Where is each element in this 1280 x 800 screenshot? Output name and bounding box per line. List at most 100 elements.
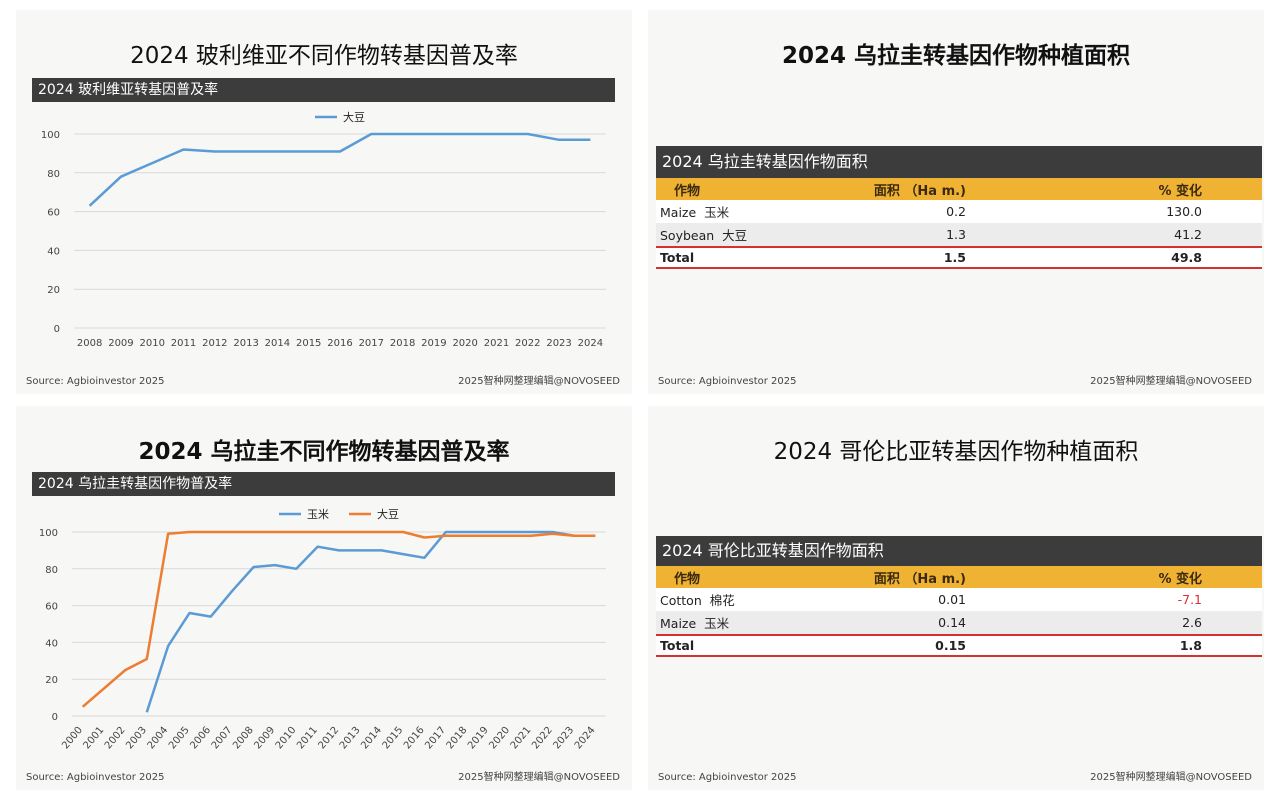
x-tick-label: 2022: [515, 338, 540, 349]
x-tick-label: 2011: [171, 338, 196, 349]
source-note: Source: Agbioinvestor 2025: [658, 376, 797, 387]
change-value: -7.1: [1177, 592, 1202, 607]
x-tick-label: 2013: [338, 725, 363, 752]
x-tick-label: 2020: [452, 338, 477, 349]
credit-note: 2025智种网整理编辑@NOVOSEED: [1090, 772, 1252, 783]
header-area: 面积 （Ha m.): [873, 571, 966, 587]
x-tick-label: 2003: [124, 725, 149, 752]
y-tick-label: 0: [52, 712, 58, 723]
y-tick-label: 60: [45, 602, 58, 613]
x-tick-label: 2024: [573, 725, 598, 752]
source-note: Source: Agbioinvestor 2025: [658, 772, 797, 783]
source-note: Source: Agbioinvestor 2025: [26, 376, 165, 387]
table-header: 作物 面积 （Ha m.) % 变化: [656, 178, 1262, 200]
y-tick-label: 60: [47, 208, 60, 219]
table-row: Cotton 棉花 0.01 -7.1: [656, 588, 1262, 611]
area-value: 0.14: [938, 615, 966, 630]
x-tick-label: 2005: [167, 725, 192, 752]
x-tick-label: 2022: [530, 725, 555, 752]
x-tick-label: 2009: [108, 338, 133, 349]
x-tick-label: 2002: [103, 725, 128, 752]
table-row: Soybean 大豆 1.3 41.2: [656, 223, 1262, 246]
y-tick-label: 40: [45, 638, 58, 649]
y-tick-label: 80: [47, 169, 60, 180]
x-tick-label: 2018: [445, 725, 470, 752]
uruguay-area-table: 作物 面积 （Ha m.) % 变化 Maize 玉米 0.2 130.0 So…: [656, 178, 1262, 269]
x-tick-label: 2015: [381, 725, 406, 752]
uruguay-adoption-panel: 2024 乌拉圭不同作物转基因普及率 2024 乌拉圭转基因作物普及率 0 20 4…: [16, 406, 632, 790]
colombia-area-panel: 2024 哥伦比亚转基因作物种植面积 2024 哥伦比亚转基因作物面积 作物 面…: [648, 406, 1264, 790]
crop-zh: 棉花: [709, 593, 735, 608]
x-tick-label: 2021: [509, 725, 534, 752]
y-tick-label: 40: [47, 246, 60, 257]
x-tick-label: 2012: [317, 725, 342, 752]
uruguay-line-chart: 0 20 40 60 80 100 2000200120022003200420052006…: [39, 507, 606, 752]
header-change: % 变化: [1158, 183, 1202, 199]
x-tick-label: 2017: [359, 338, 384, 349]
x-tick-label: 2018: [390, 338, 415, 349]
x-tick-label: 2010: [274, 725, 299, 752]
header-change: % 变化: [1158, 571, 1202, 587]
legend-label: 大豆: [343, 110, 365, 124]
table-title-bar: 2024 乌拉圭转基因作物面积: [656, 146, 1262, 178]
credit-note: 2025智种网整理编辑@NOVOSEED: [1090, 376, 1252, 387]
x-tick-label: 2006: [188, 725, 213, 752]
total-area: 0.15: [935, 638, 966, 653]
crop-en: Maize: [660, 205, 697, 220]
x-tick-label: 2020: [487, 725, 512, 752]
x-tick-label: 2016: [327, 338, 352, 349]
total-area: 1.5: [943, 250, 966, 265]
crop-zh: 玉米: [704, 616, 730, 631]
table-header: 作物 面积 （Ha m.) % 变化: [656, 566, 1262, 588]
series-line-大豆: [81, 530, 596, 708]
x-tick-label: 2008: [77, 338, 102, 349]
x-tick-label: 2011: [295, 725, 320, 752]
legend-label: 大豆: [377, 507, 399, 521]
crop-en: Cotton: [660, 593, 702, 608]
crop-en: Soybean: [660, 228, 715, 243]
total-label: Total: [660, 638, 695, 653]
chart-title-bar: 2024 玻利维亚转基因普及率: [32, 78, 615, 102]
x-tick-label: 2004: [146, 725, 171, 752]
change-value: 2.6: [1182, 615, 1202, 630]
total-row: Total 0.15 1.8: [656, 634, 1262, 657]
header-crop: 作物: [674, 571, 701, 587]
x-tick-label: 2015: [296, 338, 321, 349]
x-tick-label: 2014: [359, 725, 384, 752]
table-row: Maize 玉米 0.14 2.6: [656, 611, 1262, 634]
x-tick-label: 2007: [210, 725, 235, 752]
y-tick-label: 80: [45, 565, 58, 576]
crop-zh: 玉米: [704, 205, 730, 220]
change-value: 130.0: [1166, 204, 1202, 219]
table-row: Maize 玉米 0.2 130.0: [656, 200, 1262, 223]
x-tick-label: 2008: [231, 725, 256, 752]
total-change: 1.8: [1179, 638, 1202, 653]
y-tick-label: 20: [45, 675, 58, 686]
total-change: 49.8: [1171, 250, 1202, 265]
area-value: 1.3: [946, 227, 966, 242]
panel-title: 2024 玻利维亚不同作物转基因普及率: [130, 43, 518, 69]
colombia-area-table: 作物 面积 （Ha m.) % 变化 Cotton 棉花 0.01 -7.1 M…: [656, 566, 1262, 657]
area-value: 0.2: [946, 204, 966, 219]
source-note: Source: Agbioinvestor 2025: [26, 772, 165, 783]
panel-title: 2024 哥伦比亚转基因作物种植面积: [773, 439, 1139, 465]
uruguay-area-panel: 2024 乌拉圭转基因作物种植面积 2024 乌拉圭转基因作物面积 作物 面积 …: [648, 10, 1264, 394]
crop-en: Maize: [660, 616, 697, 631]
x-tick-label: 2010: [140, 338, 165, 349]
y-tick-label: 100: [39, 528, 58, 539]
y-tick-label: 0: [54, 324, 60, 335]
x-tick-label: 2019: [421, 338, 446, 349]
x-tick-label: 2013: [233, 338, 258, 349]
area-value: 0.01: [938, 592, 966, 607]
credit-note: 2025智种网整理编辑@NOVOSEED: [458, 772, 620, 783]
y-tick-label: 20: [47, 285, 60, 296]
series-line-玉米: [145, 530, 596, 713]
change-value: 41.2: [1174, 227, 1202, 242]
header-area: 面积 （Ha m.): [873, 183, 966, 199]
bolivia-adoption-panel: 2024 玻利维亚不同作物转基因普及率 2024 玻利维亚转基因普及率 0 20 4…: [16, 10, 632, 394]
x-tick-label: 2014: [265, 338, 290, 349]
legend-label: 玉米: [307, 508, 329, 521]
header-crop: 作物: [674, 183, 701, 199]
x-tick-label: 2000: [60, 725, 85, 752]
x-tick-label: 2023: [551, 725, 576, 752]
